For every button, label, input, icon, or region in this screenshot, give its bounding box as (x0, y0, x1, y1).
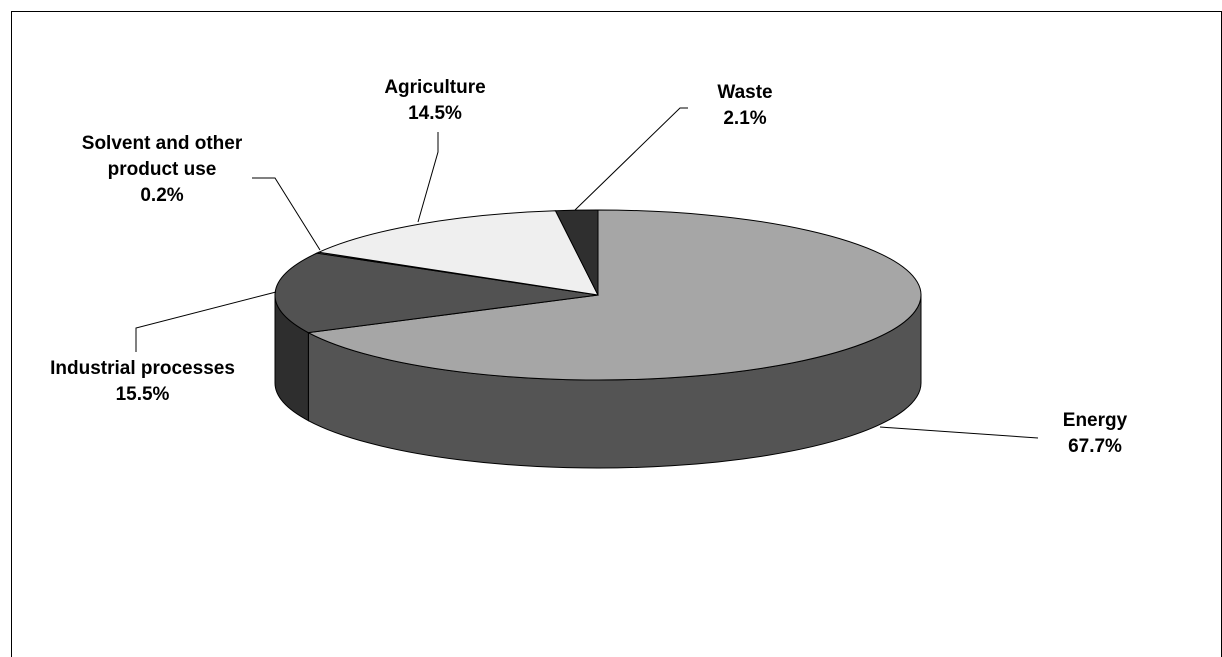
slice-label-solvent: Solvent and other product use 0.2% (22, 131, 302, 209)
slice-label-waste: Waste 2.1% (690, 80, 800, 132)
slice-percent: 0.2% (140, 185, 184, 206)
leader-lines (135, 107, 1039, 439)
slice-label-industrial: Industrial processes 15.5% (10, 356, 275, 408)
leader-line-solvent (252, 177, 321, 251)
slice-name: Industrial processes (50, 358, 235, 379)
slice-name: Agriculture (384, 77, 486, 98)
pie-slice-waste (554, 209, 599, 296)
slice-percent: 67.7% (1068, 436, 1122, 457)
slice-label-agriculture: Agriculture 14.5% (360, 75, 510, 127)
slice-percent: 14.5% (408, 103, 462, 124)
slice-name: Energy (1062, 410, 1128, 431)
pie-tops (274, 209, 922, 381)
leader-line-energy (879, 426, 1039, 439)
slice-percent: 15.5% (115, 384, 170, 405)
leader-line-agriculture (417, 132, 439, 223)
pie-slice-agriculture (317, 210, 599, 296)
leader-line-waste (574, 107, 688, 211)
slice-name: Waste (717, 82, 773, 103)
slice-percent: 2.1% (723, 108, 767, 129)
slice-label-energy: Energy 67.7% (1040, 408, 1150, 460)
pie-slice-energy (306, 209, 922, 381)
leader-line-industrial (135, 291, 277, 352)
slice-name: Solvent and other product use (81, 133, 243, 180)
